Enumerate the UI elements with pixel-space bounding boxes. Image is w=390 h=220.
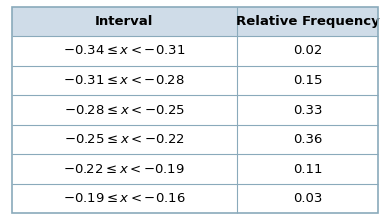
Bar (12, 184, 378, 213)
Text: 0.15: 0.15 (293, 74, 323, 87)
Text: Relative Frequency: Relative Frequency (236, 15, 379, 28)
Bar (12, 66, 378, 95)
Text: $-0.28 \leq x < -0.25$: $-0.28 \leq x < -0.25$ (64, 103, 185, 117)
Text: $-0.34 \leq x < -0.31$: $-0.34 \leq x < -0.31$ (63, 44, 186, 57)
Bar (12, 154, 378, 184)
Text: $-0.19 \leq x < -0.16$: $-0.19 \leq x < -0.16$ (63, 192, 186, 205)
Bar (12, 95, 378, 125)
Bar (12, 36, 378, 66)
Bar (12, 7, 378, 36)
Bar (12, 125, 378, 154)
Text: $-0.22 \leq x < -0.19$: $-0.22 \leq x < -0.19$ (64, 163, 185, 176)
Text: $-0.31 \leq x < -0.28$: $-0.31 \leq x < -0.28$ (64, 74, 185, 87)
Text: Interval: Interval (95, 15, 154, 28)
Text: 0.36: 0.36 (293, 133, 323, 146)
Text: $-0.25 \leq x < -0.22$: $-0.25 \leq x < -0.22$ (64, 133, 185, 146)
Text: 0.03: 0.03 (293, 192, 323, 205)
Text: 0.33: 0.33 (293, 103, 323, 117)
Text: 0.11: 0.11 (293, 163, 323, 176)
Text: 0.02: 0.02 (293, 44, 323, 57)
